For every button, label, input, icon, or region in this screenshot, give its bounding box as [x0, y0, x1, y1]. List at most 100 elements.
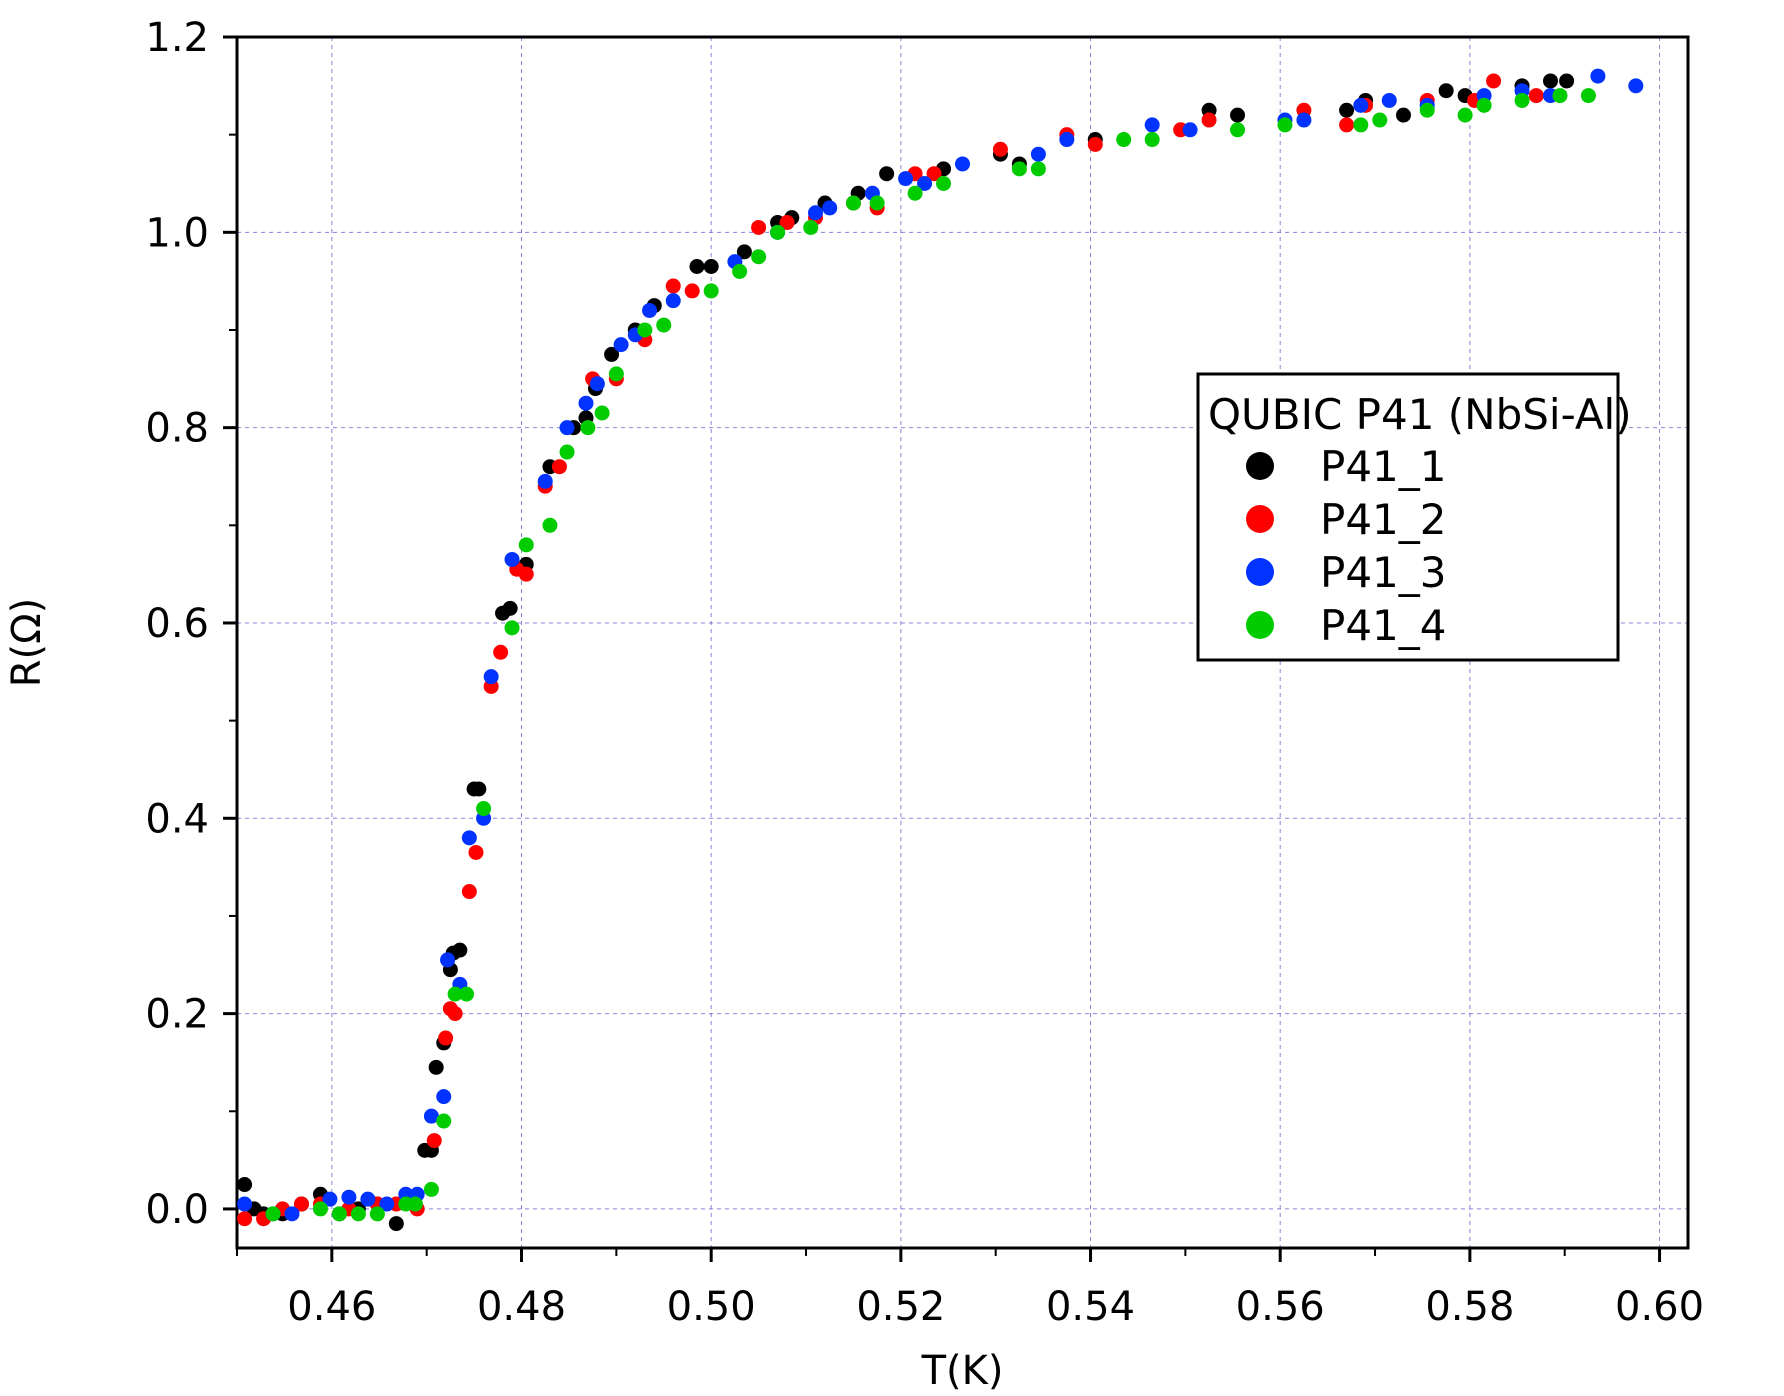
- data-point: [350, 1206, 366, 1222]
- axes: 0.46 0.48 0.50 0.52 0.54 0.56 0.58 0.60 0.0 0.2 0.…: [145, 15, 1704, 1330]
- data-point: [471, 781, 487, 797]
- data-point: [426, 1133, 442, 1149]
- data-point: [926, 166, 942, 182]
- data-point: [341, 1189, 357, 1205]
- y-axis-title: R(Ω): [4, 598, 50, 688]
- x-tick-label: 0.58: [1425, 1284, 1514, 1330]
- data-point: [613, 337, 629, 353]
- data-point: [917, 175, 933, 191]
- data-point: [1230, 122, 1246, 138]
- data-point: [293, 1196, 309, 1212]
- data-point: [537, 473, 553, 489]
- data-point: [1059, 132, 1075, 148]
- data-point: [1486, 73, 1502, 89]
- data-point: [580, 420, 596, 436]
- data-point: [452, 942, 468, 958]
- data-point: [992, 141, 1008, 157]
- data-point: [1542, 73, 1558, 89]
- data-point: [703, 259, 719, 275]
- data-point: [1438, 83, 1454, 99]
- y-tick-label: 1.0: [145, 210, 209, 256]
- data-point: [237, 1196, 253, 1212]
- data-point: [379, 1196, 395, 1212]
- data-point: [770, 224, 786, 240]
- y-tick-label: 0.2: [145, 992, 209, 1038]
- data-point: [459, 986, 475, 1002]
- data-point: [1395, 107, 1411, 123]
- x-tick-label: 0.50: [667, 1284, 756, 1330]
- data-point: [237, 1211, 253, 1227]
- data-point: [1419, 102, 1435, 118]
- data-point: [1528, 88, 1544, 104]
- data-point: [436, 1089, 452, 1105]
- data-point: [1552, 88, 1568, 104]
- data-point: [447, 986, 463, 1002]
- legend-label: P41_4: [1320, 601, 1447, 650]
- data-point: [869, 195, 885, 211]
- data-point: [461, 884, 477, 900]
- data-point: [1372, 112, 1388, 128]
- data-point: [559, 420, 575, 436]
- data-point: [907, 185, 923, 201]
- data-point: [1087, 136, 1103, 152]
- data-point: [542, 517, 558, 533]
- data-point: [322, 1191, 338, 1207]
- data-point: [1201, 112, 1217, 128]
- data-point: [1381, 92, 1397, 108]
- data-point: [1030, 146, 1046, 162]
- data-point: [1144, 117, 1160, 133]
- data-point: [803, 219, 819, 235]
- x-tick-label: 0.56: [1236, 1284, 1325, 1330]
- data-point: [388, 1216, 404, 1232]
- data-point: [428, 1059, 444, 1075]
- data-point: [1182, 122, 1198, 138]
- data-point: [898, 171, 914, 187]
- data-point: [1580, 88, 1596, 104]
- series-P41_3: [237, 68, 1644, 1222]
- data-point: [483, 669, 499, 685]
- data-point: [447, 1006, 463, 1022]
- data-point: [237, 1177, 253, 1193]
- x-tick-label: 0.48: [477, 1284, 566, 1330]
- data-point: [1277, 117, 1293, 133]
- data-point: [1011, 161, 1027, 177]
- data-point: [608, 366, 624, 382]
- data-point: [559, 444, 575, 460]
- data-point: [423, 1181, 439, 1197]
- data-point: [504, 551, 520, 567]
- data-point: [808, 205, 824, 221]
- data-point: [1514, 92, 1530, 108]
- data-point: [312, 1201, 328, 1217]
- y-tick-label: 0.0: [145, 1187, 209, 1233]
- data-point: [518, 537, 534, 553]
- data-point: [407, 1196, 423, 1212]
- legend-marker: [1246, 611, 1274, 639]
- legend-marker: [1246, 505, 1274, 533]
- data-point: [665, 278, 681, 294]
- data-point: [736, 244, 752, 260]
- data-point: [360, 1191, 376, 1207]
- data-point: [1457, 107, 1473, 123]
- y-tick-label: 0.6: [145, 601, 209, 647]
- y-tick-label: 0.4: [145, 796, 209, 842]
- data-point: [604, 346, 620, 362]
- data-point: [1230, 107, 1246, 123]
- data-point: [936, 175, 952, 191]
- data-point: [665, 293, 681, 309]
- data-point: [468, 844, 484, 860]
- data-point: [1030, 161, 1046, 177]
- plot-area: [237, 68, 1644, 1232]
- data-point: [1559, 73, 1575, 89]
- x-tick-label: 0.52: [856, 1284, 945, 1330]
- data-point: [493, 644, 509, 660]
- data-point: [369, 1206, 385, 1222]
- data-point: [845, 195, 861, 211]
- data-point: [1476, 97, 1492, 113]
- data-point: [642, 302, 658, 318]
- data-point: [879, 166, 895, 182]
- data-point: [1296, 112, 1312, 128]
- data-point: [1628, 78, 1644, 94]
- data-point: [656, 317, 672, 333]
